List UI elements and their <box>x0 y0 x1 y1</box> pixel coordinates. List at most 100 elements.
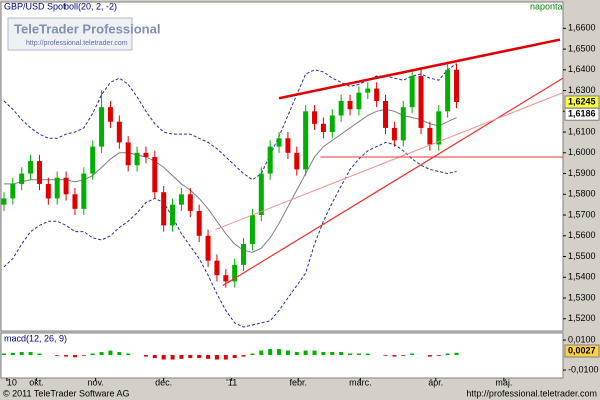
macd-bar <box>454 352 459 356</box>
macd-bar <box>365 353 370 356</box>
macd-bar <box>427 355 432 357</box>
candle-body <box>205 235 211 261</box>
price-panel <box>0 1 564 332</box>
candle-body <box>285 138 291 153</box>
candle-body <box>214 260 220 276</box>
footer-copyright: © 2011 TeleTrader Software AG <box>3 388 130 398</box>
y-tick-label: 1,5900 <box>568 168 596 178</box>
candle-body <box>178 194 184 205</box>
macd-bar <box>339 352 344 356</box>
macd-bar <box>19 352 24 356</box>
candle-body <box>161 192 167 226</box>
macd-bar <box>392 355 397 357</box>
macd-marker <box>564 344 600 358</box>
candle-body <box>72 194 78 209</box>
y-tick-label: 1,6100 <box>568 126 596 136</box>
candle-body <box>10 183 16 199</box>
macd-bar <box>10 352 15 356</box>
x-tick-label: ápr. <box>428 377 443 387</box>
candle-body <box>409 76 415 108</box>
trend-line <box>222 77 564 287</box>
candle-body <box>320 123 326 133</box>
chart-title: GBP/USD Spot <box>4 1 66 11</box>
macd-bar <box>37 353 42 356</box>
candle-body <box>170 204 176 226</box>
trend-line <box>278 38 561 100</box>
macd-bar <box>152 355 157 359</box>
macd-bar <box>223 355 228 360</box>
x-tick-label: okt. <box>29 377 44 387</box>
candle-body <box>276 138 282 147</box>
y-tick-label: 1,6600 <box>568 23 596 33</box>
candle-body <box>187 194 193 211</box>
candle-body <box>391 127 397 141</box>
macd-bar <box>241 355 246 357</box>
indicator-label: boll(20, 2, -2) <box>64 1 117 11</box>
candle-body <box>54 177 60 199</box>
candle-body <box>63 177 69 195</box>
y-tick-label: 1,5700 <box>568 209 596 219</box>
macd-bar <box>294 352 299 356</box>
macd-bar <box>161 355 166 360</box>
x-tick-label: dec. <box>155 377 172 387</box>
y-tick-label: 1,6000 <box>568 147 596 157</box>
logo-url: http://professional.teletrader.com <box>26 40 128 47</box>
y-tick-label: 1,5600 <box>568 230 596 240</box>
macd-bar <box>268 349 273 356</box>
candle-body <box>19 173 25 184</box>
candle-body <box>152 156 158 193</box>
macd-bar <box>72 355 77 358</box>
macd-bar <box>64 355 69 357</box>
band-line <box>3 141 457 328</box>
macd-bar <box>99 352 104 356</box>
candle-body <box>347 100 353 110</box>
price-marker-label: 1,6186 <box>568 109 596 119</box>
footer-url: http://professional.teletrader.com <box>466 388 597 398</box>
macd-bar <box>348 353 353 356</box>
y-tick-label: 1,5800 <box>568 189 596 199</box>
candle-body <box>338 100 344 116</box>
macd-bar <box>383 355 388 356</box>
candle-body <box>81 173 87 209</box>
logo-name: TeleTrader Professional <box>14 21 160 36</box>
period-label: naponta <box>530 1 563 11</box>
macd-title: macd(12, 26, 9) <box>4 333 67 343</box>
macd-bar <box>90 353 95 356</box>
candle-body <box>249 215 255 245</box>
y-tick-label: 1,6500 <box>568 43 596 53</box>
macd-bar <box>436 355 441 356</box>
logo-box <box>7 17 133 51</box>
macd-marker-label: 0,0027 <box>568 345 596 355</box>
candle-body <box>36 161 42 184</box>
macd-bar <box>126 353 131 356</box>
candle-body <box>28 161 34 174</box>
candle-body <box>303 111 309 170</box>
macd-bar <box>303 350 308 356</box>
macd-bar <box>143 355 148 357</box>
macd-y-tick-label: -0,0100 <box>568 364 599 374</box>
y-tick-label: 1,5400 <box>568 272 596 282</box>
candle-body <box>400 107 406 141</box>
macd-panel <box>0 332 564 379</box>
candle-body <box>116 121 122 143</box>
candle-body <box>294 152 300 170</box>
x-tick-label: máj. <box>495 377 512 387</box>
macd-bar <box>170 355 175 360</box>
candle-body <box>196 210 202 236</box>
candle-body <box>454 69 460 102</box>
x-tick-label: febr. <box>290 377 308 387</box>
candle-body <box>232 264 238 282</box>
macd-bar <box>206 355 211 359</box>
candle-body <box>356 92 362 110</box>
candle-body <box>223 275 229 282</box>
y-tick-label: 1,6300 <box>568 85 596 95</box>
candle-body <box>99 107 105 147</box>
candle-body <box>107 107 113 122</box>
macd-bar <box>401 355 406 356</box>
macd-bar <box>55 355 60 356</box>
macd-bar <box>117 352 122 356</box>
candle-body <box>418 76 424 128</box>
macd-bar <box>1 353 6 356</box>
macd-bar <box>330 352 335 356</box>
